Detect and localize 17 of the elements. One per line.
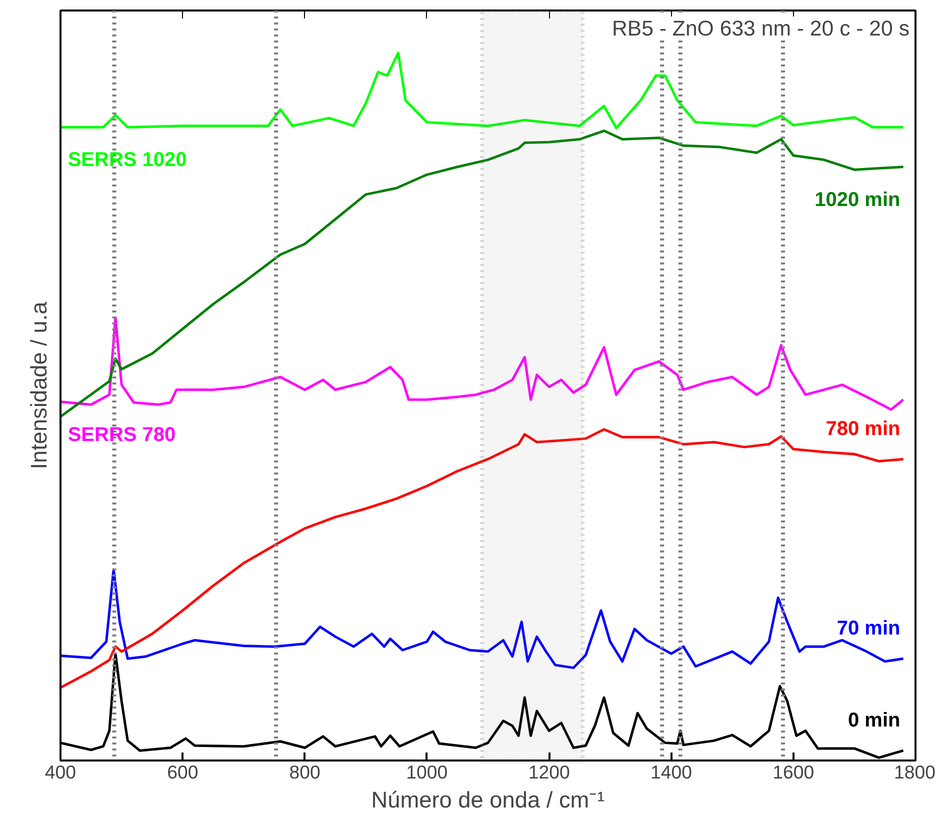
- x-tick-label: 600: [167, 762, 198, 782]
- x-tick-label: 1400: [650, 762, 692, 782]
- y-axis-title: Intensidade / u.a: [26, 301, 52, 470]
- x-tick-label: 1800: [894, 762, 936, 782]
- x-tick-label: 400: [44, 762, 76, 782]
- x-axis-title: Número de onda / cm⁻¹: [371, 786, 606, 812]
- series-label: 0 min: [848, 710, 900, 732]
- series-label: SERRS 1020: [68, 149, 187, 172]
- x-tick-label: 1600: [772, 762, 814, 782]
- x-tick-label: 1200: [528, 762, 570, 782]
- chart-title: RB5 - ZnO 633 nm - 20 c - 20 s: [612, 16, 910, 40]
- x-tick-label: 1000: [406, 762, 448, 782]
- series-label: SERRS 780: [68, 424, 176, 446]
- series-label: 70 min: [836, 618, 900, 640]
- series-label: 780 min: [826, 418, 900, 440]
- x-tick-label: 800: [289, 762, 320, 782]
- series-label: 1020 min: [814, 188, 900, 211]
